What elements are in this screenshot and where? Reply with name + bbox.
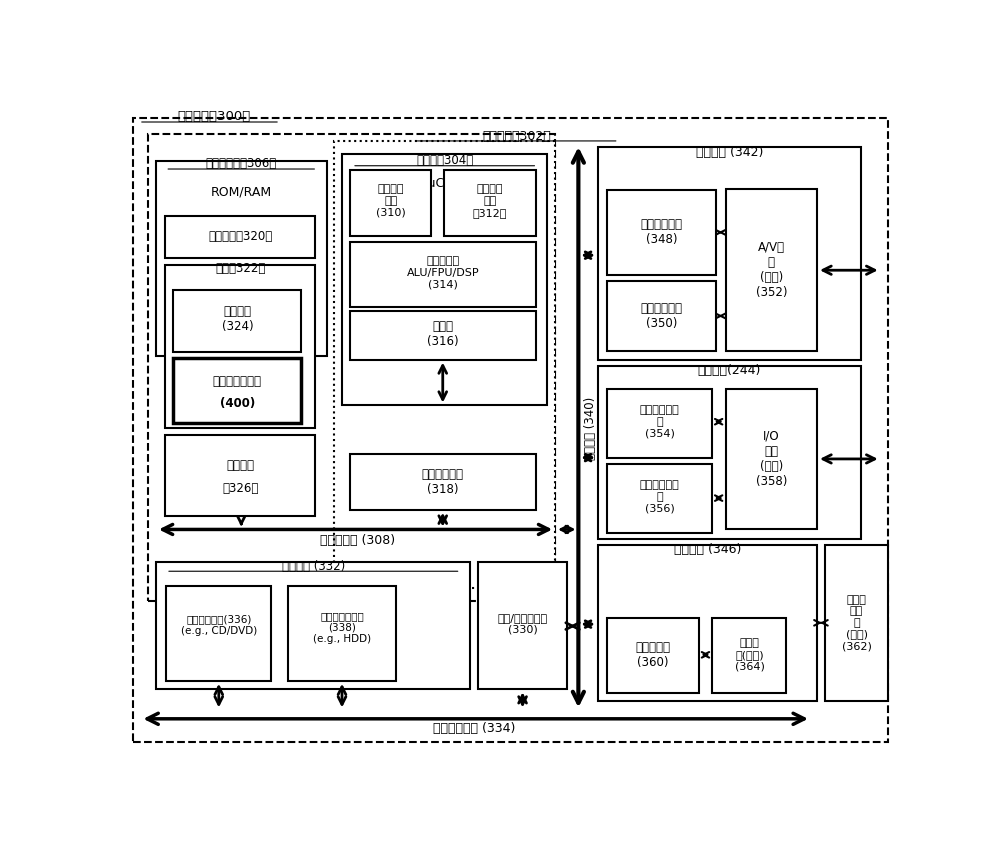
Text: （326）: （326） [222,482,259,495]
Text: 计算设备（300）: 计算设备（300） [178,110,251,123]
Text: 音频处理单元
(350): 音频处理单元 (350) [640,302,682,330]
Text: 程序数据: 程序数据 [226,459,254,472]
Bar [607,389,712,458]
Text: 系统存储器（306）: 系统存储器（306） [206,157,277,170]
Text: 通信设备 (346): 通信设备 (346) [674,544,741,556]
Bar [350,243,536,308]
Text: 图像处理单元
(348): 图像处理单元 (348) [640,218,682,247]
Text: 存储器总线 (308): 存储器总线 (308) [320,534,395,547]
Bar [350,170,431,236]
Text: 对象序列化装置: 对象序列化装置 [213,375,262,388]
Text: 寄存器
(316): 寄存器 (316) [427,321,459,349]
Text: A/V端
口
(多个)
(352): A/V端 口 (多个) (352) [756,241,787,299]
Text: 存储器控制器
(318): 存储器控制器 (318) [422,468,464,496]
Bar [288,586,396,681]
Text: uP/uC / DSP: uP/uC / DSP [408,176,482,189]
Text: 可移除储存器(336)
(e.g., CD/DVD): 可移除储存器(336) (e.g., CD/DVD) [181,615,257,636]
Bar [712,617,786,693]
Bar [156,160,326,356]
Text: 处理器核心
ALU/FPU/DSP
(314): 处理器核心 ALU/FPU/DSP (314) [406,256,479,289]
Bar [334,141,555,589]
Text: 其他应用
(324): 其他应用 (324) [222,304,253,332]
Bar [444,170,536,236]
Text: 通信端
口(多个)
(364): 通信端 口(多个) (364) [735,639,765,672]
Text: 应用（322）: 应用（322） [215,262,266,275]
Text: 其他计
算设
备
(多个)
(362): 其他计 算设 备 (多个) (362) [842,594,872,651]
Text: 储存设备 (332): 储存设备 (332) [282,561,345,573]
Bar [173,290,301,352]
Bar [607,617,698,693]
Text: 不可移除储存器
(338)
(e.g., HDD): 不可移除储存器 (338) (e.g., HDD) [313,611,371,644]
Bar [165,435,315,516]
Text: 接口总线 (340): 接口总线 (340) [584,397,596,460]
Bar [342,154,547,405]
Bar [173,358,301,423]
Text: 储存接口总线 (334): 储存接口总线 (334) [433,722,515,735]
Text: (400): (400) [220,397,255,410]
Text: 二级高速
缓存
（312）: 二级高速 缓存 （312） [473,184,507,218]
Text: 一级高速
缓存
(310): 一级高速 缓存 (310) [376,184,406,218]
Text: 外设接口(244): 外设接口(244) [698,365,761,377]
Bar [165,216,315,259]
Bar [598,366,861,539]
Text: 总线/接口控制器
(330): 总线/接口控制器 (330) [498,613,548,635]
Bar [148,135,555,601]
Bar [165,265,315,428]
Text: 并行接口控制
器
(356): 并行接口控制 器 (356) [640,480,680,513]
Bar [598,545,817,700]
Bar [156,562,470,689]
Bar [607,281,716,351]
Text: I/O
端口
(多个)
(358): I/O 端口 (多个) (358) [756,430,787,488]
Text: 串行接口控制
器
(354): 串行接口控制 器 (354) [640,405,680,438]
Text: 操作系统（320）: 操作系统（320） [208,231,273,243]
Bar [478,562,567,689]
Text: 处理器（304）: 处理器（304） [416,154,474,167]
Text: ROM/RAM: ROM/RAM [211,186,272,198]
Bar [825,545,888,700]
Text: 网络控制器
(360): 网络控制器 (360) [635,641,670,669]
Bar [607,190,716,275]
Text: 基本配置（302）: 基本配置（302） [482,130,551,142]
Bar [166,586,271,681]
Bar [350,455,536,510]
Bar [726,189,817,351]
Bar [726,389,817,529]
Bar [350,310,536,360]
Text: 输出设备 (342): 输出设备 (342) [696,146,763,159]
Bar [598,148,861,360]
Bar [607,464,712,533]
